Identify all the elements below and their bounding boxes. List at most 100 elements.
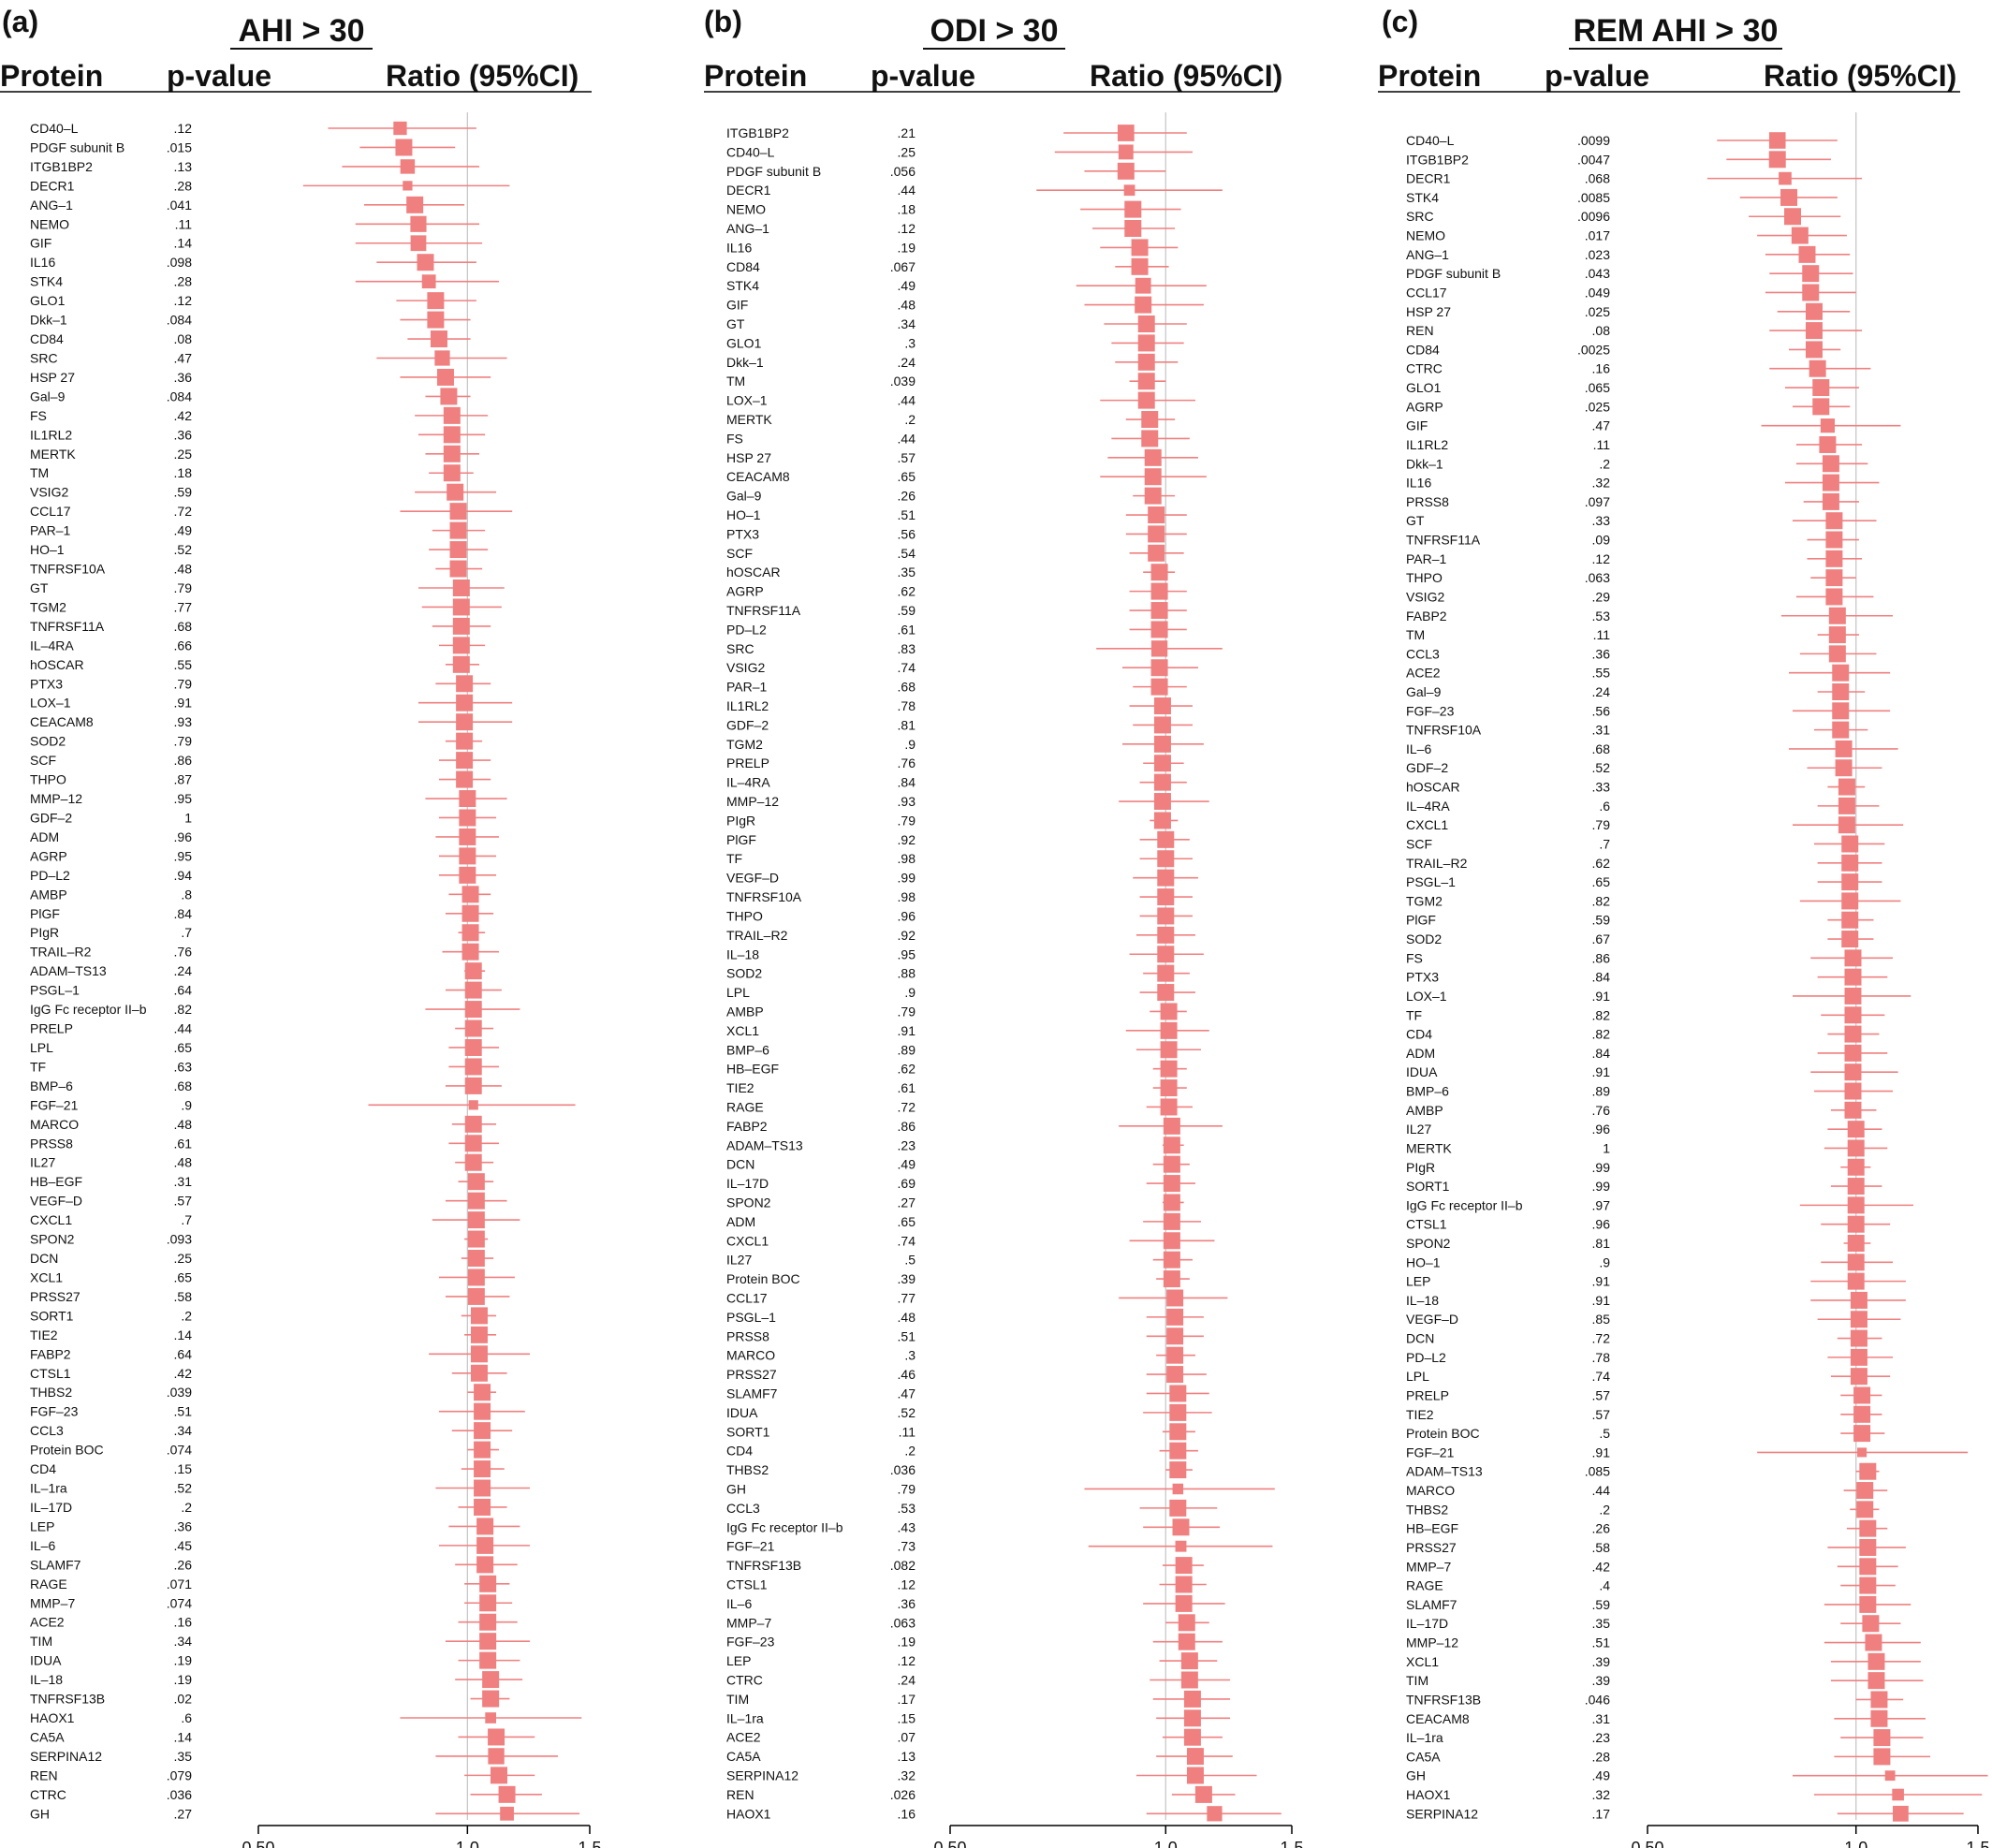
p-value: .18 (174, 465, 193, 480)
p-value: .12 (898, 1577, 916, 1591)
point-estimate (1157, 984, 1175, 1002)
forest-row: LEP .91 (1406, 1272, 1906, 1290)
point-estimate (1768, 151, 1786, 169)
p-value: .7 (1599, 836, 1610, 851)
protein-label: IgG Fc receptor II–b (1406, 1197, 1523, 1212)
forest-row: VSIG2 .59 (30, 483, 497, 501)
protein-label: CTRC (726, 1672, 763, 1687)
forest-row: TIM .34 (30, 1633, 531, 1650)
protein-label: FS (726, 431, 743, 446)
protein-label: RAGE (1406, 1578, 1443, 1593)
protein-label: CTSL1 (30, 1366, 71, 1381)
p-value: .61 (898, 1080, 916, 1095)
forest-row: AMBP .8 (30, 886, 491, 903)
point-estimate (470, 1326, 488, 1343)
tick-label: 0.50 (1631, 1839, 1663, 1848)
forest-row: IL–18 .95 (726, 946, 1204, 963)
p-value: .74 (898, 660, 916, 675)
p-value: .31 (1592, 1711, 1611, 1726)
forest-row: CCL17 .72 (30, 503, 513, 521)
p-value: .26 (898, 489, 916, 504)
protein-label: ANG–1 (30, 198, 73, 213)
p-value: .12 (174, 293, 193, 308)
forest-row: GH .49 (1406, 1768, 1988, 1783)
p-value: .55 (174, 657, 193, 672)
p-value: .33 (1592, 780, 1611, 795)
protein-label: CEACAM8 (726, 469, 790, 484)
p-value: .0096 (1577, 209, 1610, 224)
point-estimate (479, 1613, 497, 1631)
p-value: .12 (1592, 551, 1611, 566)
protein-label: ADAM–TS13 (1406, 1464, 1483, 1479)
protein-label: VSIG2 (726, 660, 765, 675)
point-estimate (1841, 873, 1859, 891)
protein-label: IDUA (1406, 1064, 1438, 1079)
p-value: .32 (898, 1768, 916, 1783)
protein-label: AGRP (1406, 399, 1443, 414)
forest-row: GT .34 (726, 315, 1187, 333)
forest-row: TNFRSF11A .09 (1406, 531, 1859, 549)
p-value: .68 (1592, 741, 1611, 756)
point-estimate (1157, 907, 1175, 925)
protein-label: RAGE (30, 1577, 67, 1591)
point-estimate (1148, 544, 1165, 562)
point-estimate (1841, 931, 1859, 948)
p-value: .68 (174, 619, 193, 634)
point-estimate (1868, 1672, 1885, 1690)
p-value: .62 (898, 1062, 916, 1077)
tick-label: 0.50 (933, 1839, 966, 1848)
forest-row: PIgR .79 (726, 812, 1179, 829)
protein-label: GH (30, 1806, 50, 1821)
point-estimate (1160, 1041, 1178, 1059)
point-estimate (1163, 1212, 1180, 1230)
p-value: .86 (174, 753, 193, 768)
point-estimate (1802, 265, 1820, 283)
forest-row: STK4 .28 (30, 274, 499, 289)
p-value: .81 (1592, 1236, 1611, 1251)
point-estimate (1180, 1671, 1198, 1689)
point-estimate (1825, 569, 1843, 587)
point-estimate (1150, 621, 1168, 638)
p-value: .9 (1599, 1254, 1610, 1269)
p-value: .082 (890, 1558, 915, 1573)
point-estimate (1160, 1060, 1178, 1078)
forest-row: CXCL1 .74 (726, 1232, 1215, 1250)
p-value: .59 (1592, 913, 1611, 928)
protein-label: SPON2 (30, 1232, 75, 1247)
forest-row: PAR–1 .49 (30, 521, 486, 539)
forest-row: SERPINA12 .35 (30, 1748, 559, 1765)
forest-row: MERTK 1 (1406, 1139, 1888, 1157)
point-estimate (1805, 302, 1823, 320)
protein-label: MMP–7 (726, 1615, 771, 1630)
p-value: .49 (898, 278, 916, 293)
forest-row: ANG–1 .023 (1406, 245, 1851, 263)
forest-row: Dkk–1 .084 (30, 311, 471, 329)
p-value: .12 (174, 121, 193, 136)
p-value: .65 (174, 1269, 193, 1284)
forest-row: Protein BOC .5 (1406, 1425, 1885, 1443)
forest-row: CD84 .067 (726, 257, 1169, 275)
p-value: .093 (167, 1232, 192, 1247)
point-estimate (1169, 1423, 1187, 1441)
point-estimate (1131, 257, 1149, 275)
forest-row: DECR1 .068 (1406, 171, 1863, 186)
p-value: .57 (1592, 1387, 1611, 1402)
point-estimate (1798, 245, 1816, 263)
forest-row: TIE2 .57 (1406, 1405, 1882, 1423)
p-value: .59 (174, 485, 193, 500)
point-estimate (482, 1671, 500, 1689)
point-estimate (1178, 1614, 1195, 1632)
p-value: .48 (174, 1155, 193, 1170)
protein-label: ITGB1BP2 (30, 159, 93, 174)
protein-label: TRAIL–R2 (1406, 856, 1468, 871)
p-value: .55 (1592, 666, 1611, 681)
p-value: .041 (167, 198, 192, 213)
p-value: .44 (1592, 1483, 1611, 1498)
p-value: .28 (174, 274, 193, 289)
point-estimate (470, 1307, 488, 1325)
forest-row: LOX–1 .91 (30, 694, 513, 711)
protein-label: NEMO (726, 202, 766, 217)
point-estimate (1832, 664, 1850, 682)
header-protein: Protein (704, 59, 807, 93)
protein-label: SERPINA12 (1406, 1806, 1478, 1821)
